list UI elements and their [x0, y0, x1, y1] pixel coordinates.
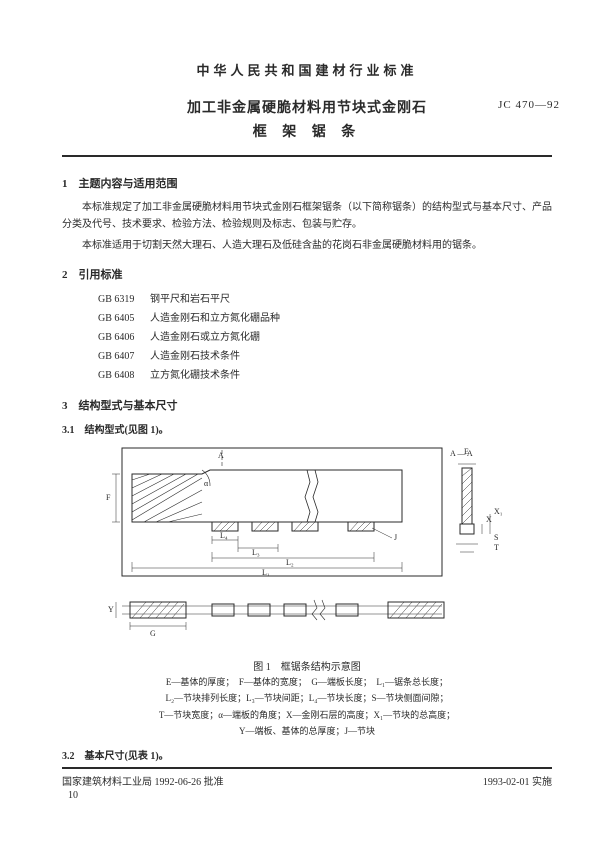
fig-label-alpha: α: [204, 479, 209, 488]
title-line-1: 加工非金属硬脆材料用节块式金刚石: [62, 97, 552, 117]
figure-legend-4: Y—端板、基体的总厚度；J—节块: [62, 724, 552, 738]
ref-code: GB 6319: [98, 290, 150, 309]
figure-1: A A — A F E L₄ L₃ L₂ L₁ J X X₁ S T Y G α: [92, 442, 522, 652]
divider-top: [62, 155, 552, 157]
figure-legend-3: T—节块宽度；α—端板的角度；X—金刚石层的高度；X₁—节块的总高度；: [62, 708, 552, 722]
figure-legend-2: L₂—节块排列长度；L₃—节块间距；L₄—节块长度；S—节块侧面间隙；: [62, 691, 552, 705]
page-number: 10: [68, 790, 552, 801]
title-line-2: 框 架 锯 条: [62, 121, 552, 141]
divider-bottom: [62, 767, 552, 769]
fig-label-X: X: [486, 515, 492, 524]
ref-title: 人造金刚石或立方氮化硼: [150, 332, 260, 343]
section-1-head: 1 主题内容与适用范围: [62, 175, 552, 191]
ref-title: 立方氮化硼技术条件: [150, 370, 240, 381]
ref-code: GB 6408: [98, 366, 150, 385]
figure-caption: 图 1 框锯条结构示意图: [62, 658, 552, 673]
fig-label-L4: L₄: [220, 531, 228, 540]
section-3-head: 3 结构型式与基本尺寸: [62, 397, 552, 413]
fig-label-J: J: [394, 533, 397, 542]
ref-title: 钢平尺和岩石平尺: [150, 294, 230, 305]
footer-approval: 国家建筑材料工业局 1992-06-26 批准: [62, 773, 224, 788]
ref-row: GB 6319钢平尺和岩石平尺: [98, 290, 552, 309]
section-1-para-1: 本标准规定了加工非金属硬脆材料用节块式金刚石框架锯条（以下简称锯条）的结构型式与…: [62, 199, 552, 233]
figure-svg: A A — A F E L₄ L₃ L₂ L₁ J X X₁ S T Y G α: [92, 442, 522, 652]
section-2-head: 2 引用标准: [62, 266, 552, 282]
fig-label-A2: A — A: [450, 449, 473, 458]
ref-title: 人造金刚石和立方氮化硼品种: [150, 313, 280, 324]
page: 中华人民共和国建材行业标准 加工非金属硬脆材料用节块式金刚石 框 架 锯 条 J…: [0, 0, 600, 849]
standard-code: JC 470—92: [498, 99, 560, 111]
fig-label-T: T: [494, 543, 499, 552]
fig-label-G: G: [150, 629, 156, 638]
org-name: 中华人民共和国建材行业标准: [62, 60, 552, 79]
ref-code: GB 6407: [98, 347, 150, 366]
fig-label-L1: L₁: [262, 568, 270, 577]
ref-code: GB 6406: [98, 328, 150, 347]
fig-label-L3: L₃: [252, 548, 260, 557]
section-1-para-2: 本标准适用于切割天然大理石、人造大理石及低硅含盐的花岗石非金属硬脆材料用的锯条。: [62, 237, 552, 254]
figure-legend-1: E—基体的厚度； F—基体的宽度； G—端板长度； L₁—锯条总长度；: [62, 675, 552, 689]
fig-label-L2: L₂: [286, 558, 294, 567]
fig-label-S: S: [494, 533, 498, 542]
section-3-1: 3.1 结构型式(见图 1)。: [62, 421, 552, 436]
ref-row: GB 6406人造金刚石或立方氮化硼: [98, 328, 552, 347]
section-3-2: 3.2 基本尺寸(见表 1)。: [62, 747, 552, 762]
fig-label-E: E: [464, 447, 469, 456]
ref-row: GB 6405人造金刚石和立方氮化硼品种: [98, 309, 552, 328]
fig-label-X1: X₁: [494, 507, 503, 516]
footer: 国家建筑材料工业局 1992-06-26 批准 1993-02-01 实施 10: [62, 767, 552, 801]
fig-label-F: F: [106, 493, 111, 502]
fig-label-A: A: [218, 451, 224, 460]
ref-title: 人造金刚石技术条件: [150, 351, 240, 362]
ref-code: GB 6405: [98, 309, 150, 328]
ref-row: GB 6408立方氮化硼技术条件: [98, 366, 552, 385]
footer-effective: 1993-02-01 实施: [483, 773, 552, 788]
title-block: 加工非金属硬脆材料用节块式金刚石 框 架 锯 条 JC 470—92: [62, 97, 552, 141]
reference-list: GB 6319钢平尺和岩石平尺 GB 6405人造金刚石和立方氮化硼品种 GB …: [98, 290, 552, 385]
fig-label-Y: Y: [108, 605, 114, 614]
ref-row: GB 6407人造金刚石技术条件: [98, 347, 552, 366]
